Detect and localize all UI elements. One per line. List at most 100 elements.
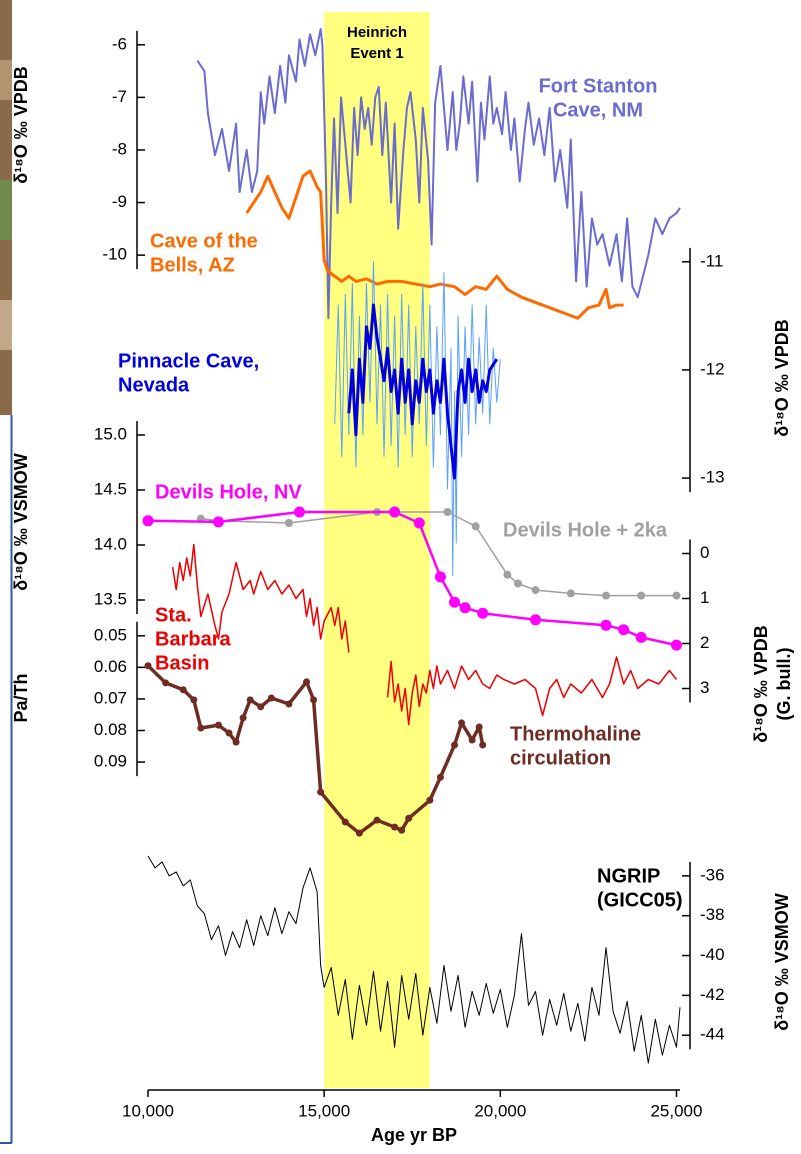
series-marker [671,640,682,651]
x-tick-label: 25,000 [650,1101,702,1120]
series-marker [233,739,240,746]
series-marker [451,742,458,749]
series-marker [405,815,412,822]
series-marker [285,700,292,707]
photo-strip [0,180,12,240]
series-marker [197,724,204,731]
band-label: Heinrich [347,24,407,41]
y-tick-label: 0.05 [94,625,127,644]
y-tick-label: -7 [112,87,127,106]
series-marker [636,632,647,643]
y-tick-label: 2 [700,633,709,652]
series-marker [215,722,222,729]
series-marker [391,824,398,831]
y-tick-label: -9 [112,192,127,211]
y-tick-label: -6 [112,34,127,53]
y-tick-label: -44 [700,1025,725,1044]
y-tick-label: 1 [700,588,709,607]
series-marker [268,694,275,701]
series-marker [257,703,264,710]
y-tick-label: -38 [700,905,725,924]
series-marker [503,571,511,579]
series-marker [618,624,629,635]
y-axis-title: δ¹⁸O ‰ VPDB [751,625,771,742]
series-marker [356,830,363,837]
series-label: Cave of the [150,230,258,252]
y-tick-label: -12 [700,359,725,378]
series-marker [672,592,680,600]
y-tick-label: 0.07 [94,688,127,707]
series-marker [514,580,522,588]
series-marker [294,507,305,518]
series-marker [567,589,575,597]
y-axis-title: Pa/Th [11,673,31,722]
y-tick-label: 0.08 [94,720,127,739]
y-axis-title: δ¹⁸O ‰ VSMOW [11,453,31,590]
series-marker [458,719,465,726]
series-label: (GICC05) [597,889,683,911]
y-axis-title: δ¹⁸O ‰ VPDB [11,66,31,183]
y-axis-title: (G. bull.) [774,648,794,721]
series-marker [162,679,169,686]
series-marker [190,696,197,703]
x-tick-label: 10,000 [122,1101,174,1120]
series-marker [374,817,381,824]
highlight-band [324,12,430,1088]
series-label: Fort Stanton [539,75,658,97]
y-tick-label: -36 [700,865,725,884]
x-tick-label: 20,000 [474,1101,526,1120]
y-tick-label: -11 [700,251,723,270]
series-label: Nevada [118,374,190,396]
series-marker [247,696,254,703]
series-label: Bells, AZ [150,254,235,276]
x-axis-title: Age yr BP [371,1125,457,1145]
series-label: NGRIP [597,865,660,887]
series-marker [469,736,476,743]
series-marker [303,678,310,685]
y-tick-label: 14.0 [94,534,127,553]
y-tick-label: 15.0 [94,424,127,443]
series-label: Basin [155,652,209,674]
y-axis-title: δ¹⁸O ‰ VSMOW [772,893,792,1030]
band-label: Event 1 [350,45,403,62]
series-marker [477,608,488,619]
y-axis-title: δ¹⁸O ‰ VPDB [772,319,792,436]
series-label: Thermohaline [510,723,641,745]
series-marker [479,742,486,749]
series-label: Barbara [155,628,231,650]
y-tick-label: -10 [102,245,127,264]
series-marker [285,519,293,527]
series-marker [476,724,483,731]
series-marker [240,714,247,721]
series-marker [398,827,405,834]
series-label: Devils Hole + 2ka [503,519,668,541]
series-marker [213,516,224,527]
series-label: circulation [510,747,611,769]
x-tick-label: 15,000 [298,1101,350,1120]
series-label: Cave, NM [553,99,643,121]
series-label: Pinnacle Cave, [118,350,259,372]
series-marker [449,597,460,608]
series-marker [532,586,540,594]
series-marker [342,819,349,826]
series-marker [460,602,471,613]
y-tick-label: 14.5 [94,479,127,498]
y-tick-label: 0 [700,543,709,562]
photo-strip [0,300,12,350]
y-tick-label: 3 [700,678,709,697]
series-marker [443,508,451,516]
series-marker [414,518,425,529]
y-tick-label: -40 [700,945,725,964]
series-marker [310,696,317,703]
y-tick-label: 0.06 [94,657,127,676]
series-marker [143,515,154,526]
series-label: Devils Hole, NV [155,481,302,503]
series-label: Sta. [155,604,192,626]
series-marker [426,797,433,804]
series-marker [180,686,187,693]
series-marker [637,592,645,600]
y-tick-label: 0.09 [94,752,127,771]
series-marker [602,592,610,600]
band-layer [324,12,430,1088]
series-marker [435,571,446,582]
